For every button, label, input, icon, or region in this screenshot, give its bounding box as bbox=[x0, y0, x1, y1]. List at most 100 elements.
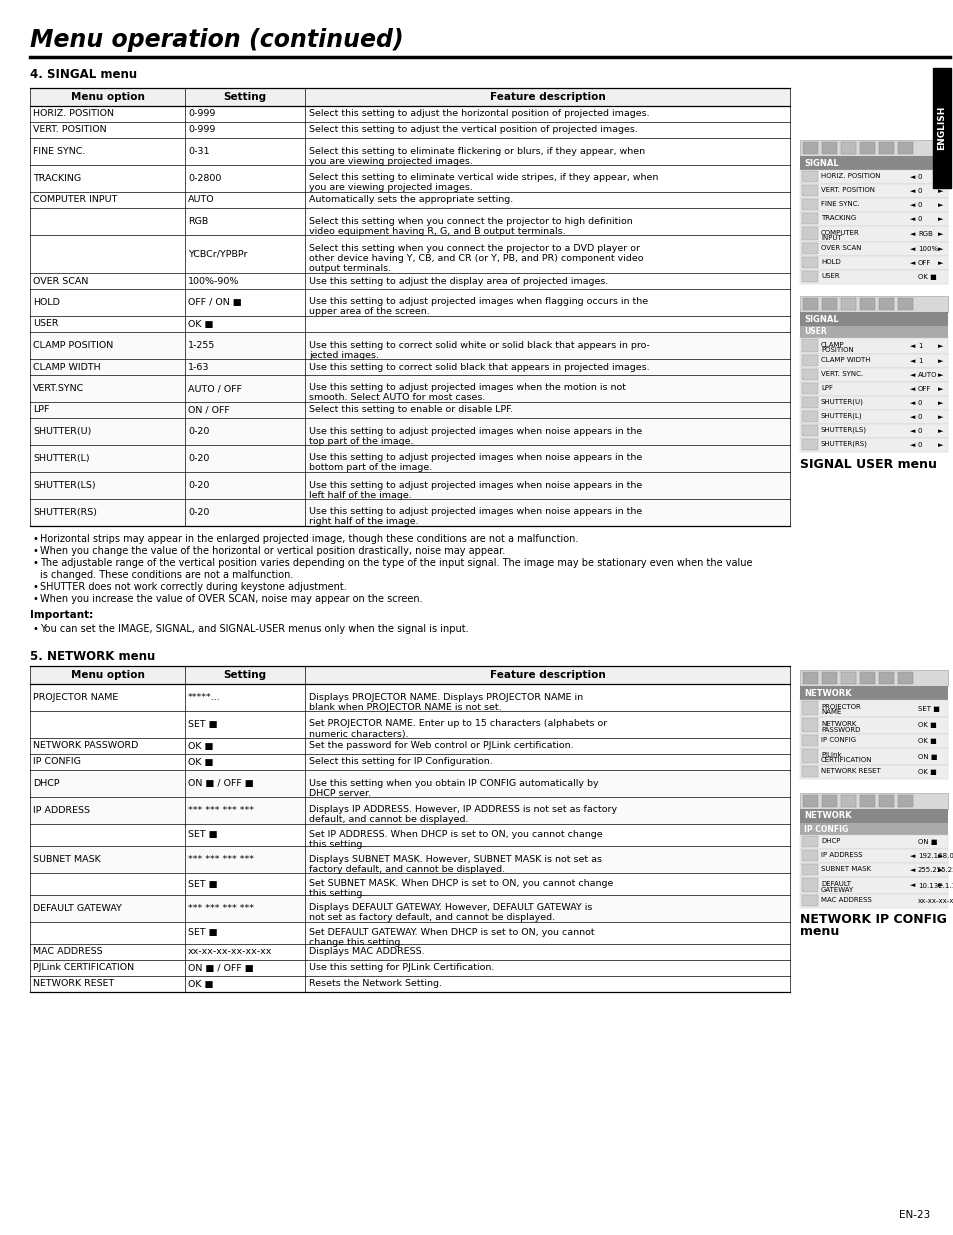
Text: HORIZ. POSITION: HORIZ. POSITION bbox=[821, 173, 880, 179]
Text: not set as factory default, and cannot be displayed.: not set as factory default, and cannot b… bbox=[309, 914, 555, 923]
Text: 0-31: 0-31 bbox=[188, 147, 210, 156]
Text: you are viewing projected images.: you are viewing projected images. bbox=[309, 157, 473, 165]
Text: 5. NETWORK menu: 5. NETWORK menu bbox=[30, 650, 155, 663]
Text: Resets the Network Setting.: Resets the Network Setting. bbox=[309, 979, 441, 988]
Text: OK ■: OK ■ bbox=[188, 979, 213, 988]
Text: PROJECTOR: PROJECTOR bbox=[821, 704, 860, 710]
Bar bbox=[841, 142, 855, 154]
Text: When you increase the value of OVER SCAN, noise may appear on the screen.: When you increase the value of OVER SCAN… bbox=[40, 594, 422, 604]
Text: OK ■: OK ■ bbox=[188, 741, 213, 751]
Bar bbox=[800, 894, 947, 908]
Bar bbox=[30, 846, 789, 873]
Text: •: • bbox=[32, 558, 38, 568]
Bar bbox=[30, 895, 789, 923]
Bar bbox=[897, 672, 912, 684]
Text: DHCP server.: DHCP server. bbox=[309, 788, 371, 798]
Text: ►: ► bbox=[937, 188, 942, 194]
Text: 0-20: 0-20 bbox=[188, 480, 209, 490]
Bar bbox=[801, 354, 817, 366]
Text: output terminals.: output terminals. bbox=[309, 264, 391, 273]
Text: SIGNAL USER menu: SIGNAL USER menu bbox=[800, 458, 936, 471]
Bar bbox=[801, 369, 817, 380]
Text: 0-20: 0-20 bbox=[188, 427, 209, 436]
Bar bbox=[800, 848, 947, 863]
Text: PJLink CERTIFICATION: PJLink CERTIFICATION bbox=[33, 963, 134, 972]
Text: ►: ► bbox=[937, 343, 942, 350]
Text: Select this setting to enable or disable LPF.: Select this setting to enable or disable… bbox=[309, 405, 513, 415]
Text: IP CONFIG: IP CONFIG bbox=[821, 737, 855, 743]
Text: HORIZ. POSITION: HORIZ. POSITION bbox=[33, 110, 113, 119]
Text: 0: 0 bbox=[917, 188, 922, 194]
Text: IP CONFIG: IP CONFIG bbox=[803, 825, 847, 834]
Text: ON ■: ON ■ bbox=[917, 753, 937, 760]
Bar bbox=[801, 878, 817, 892]
Bar bbox=[801, 338, 817, 352]
Text: Set DEFAULT GATEWAY. When DHCP is set to ON, you cannot: Set DEFAULT GATEWAY. When DHCP is set to… bbox=[309, 927, 594, 937]
Text: ◄: ◄ bbox=[909, 188, 915, 194]
Text: ►: ► bbox=[937, 174, 942, 180]
Bar bbox=[801, 227, 817, 240]
Text: NAME: NAME bbox=[821, 709, 841, 715]
Text: Use this setting for PJLink Certification.: Use this setting for PJLink Certificatio… bbox=[309, 963, 494, 972]
Text: SUBNET MASK: SUBNET MASK bbox=[33, 855, 101, 864]
Text: IP ADDRESS: IP ADDRESS bbox=[821, 852, 862, 858]
Text: ◄: ◄ bbox=[909, 387, 915, 391]
Text: HOLD: HOLD bbox=[33, 298, 60, 308]
Bar bbox=[800, 212, 947, 226]
Text: 255.255.255.0: 255.255.255.0 bbox=[917, 867, 953, 873]
Bar bbox=[897, 142, 912, 154]
Bar bbox=[30, 472, 789, 499]
Bar bbox=[897, 795, 912, 806]
Text: 4. SINGAL menu: 4. SINGAL menu bbox=[30, 68, 137, 82]
Text: you are viewing projected images.: you are viewing projected images. bbox=[309, 184, 473, 193]
Bar bbox=[30, 332, 789, 359]
Text: Feature description: Feature description bbox=[489, 91, 605, 103]
Text: OK ■: OK ■ bbox=[917, 739, 936, 743]
Text: Set PROJECTOR NAME. Enter up to 15 characters (alphabets or: Set PROJECTOR NAME. Enter up to 15 chara… bbox=[309, 720, 607, 729]
Text: 0: 0 bbox=[917, 203, 922, 207]
Text: *** *** *** ***: *** *** *** *** bbox=[188, 855, 253, 864]
Bar bbox=[801, 170, 817, 182]
Text: AUTO / OFF: AUTO / OFF bbox=[188, 384, 242, 393]
Text: ◄: ◄ bbox=[909, 414, 915, 420]
Text: 0-20: 0-20 bbox=[188, 454, 209, 463]
Text: ON / OFF: ON / OFF bbox=[188, 405, 230, 415]
Text: DEFAULT: DEFAULT bbox=[821, 882, 850, 888]
Text: 0-999: 0-999 bbox=[188, 126, 215, 135]
Bar bbox=[878, 672, 893, 684]
Text: Horizontal strips may appear in the enlarged projected image, though these condi: Horizontal strips may appear in the enla… bbox=[40, 534, 578, 543]
Bar bbox=[30, 445, 789, 472]
Bar bbox=[821, 142, 836, 154]
Text: •: • bbox=[32, 594, 38, 604]
Text: CLAMP WIDTH: CLAMP WIDTH bbox=[821, 357, 869, 363]
Text: menu: menu bbox=[800, 925, 839, 939]
Text: SHUTTER(RS): SHUTTER(RS) bbox=[821, 441, 867, 447]
Bar bbox=[800, 396, 947, 410]
Text: NETWORK RESET: NETWORK RESET bbox=[33, 979, 114, 988]
Text: this setting.: this setting. bbox=[309, 840, 365, 848]
Text: ON ■ / OFF ■: ON ■ / OFF ■ bbox=[188, 779, 253, 788]
Bar bbox=[800, 438, 947, 452]
Text: Set SUBNET MASK. When DHCP is set to ON, you cannot change: Set SUBNET MASK. When DHCP is set to ON,… bbox=[309, 879, 613, 888]
Text: VERT. POSITION: VERT. POSITION bbox=[821, 186, 874, 193]
Text: TRACKING: TRACKING bbox=[821, 215, 856, 221]
Text: AUTO: AUTO bbox=[188, 195, 214, 205]
Text: right half of the image.: right half of the image. bbox=[309, 517, 418, 526]
Bar bbox=[802, 142, 817, 154]
Bar bbox=[801, 383, 817, 394]
Text: Setting: Setting bbox=[223, 91, 266, 103]
Bar bbox=[800, 198, 947, 212]
Bar bbox=[30, 797, 789, 824]
Bar bbox=[800, 823, 947, 835]
Text: ►: ► bbox=[937, 414, 942, 420]
Text: RGB: RGB bbox=[917, 231, 932, 237]
Text: OK ■: OK ■ bbox=[188, 320, 213, 329]
Text: ◄: ◄ bbox=[909, 400, 915, 406]
Bar bbox=[841, 298, 855, 310]
Bar bbox=[800, 156, 947, 170]
Text: ON ■ / OFF ■: ON ■ / OFF ■ bbox=[188, 963, 253, 972]
Bar bbox=[801, 270, 817, 282]
Bar bbox=[30, 403, 789, 417]
Bar bbox=[821, 298, 836, 310]
Text: USER: USER bbox=[821, 273, 839, 279]
